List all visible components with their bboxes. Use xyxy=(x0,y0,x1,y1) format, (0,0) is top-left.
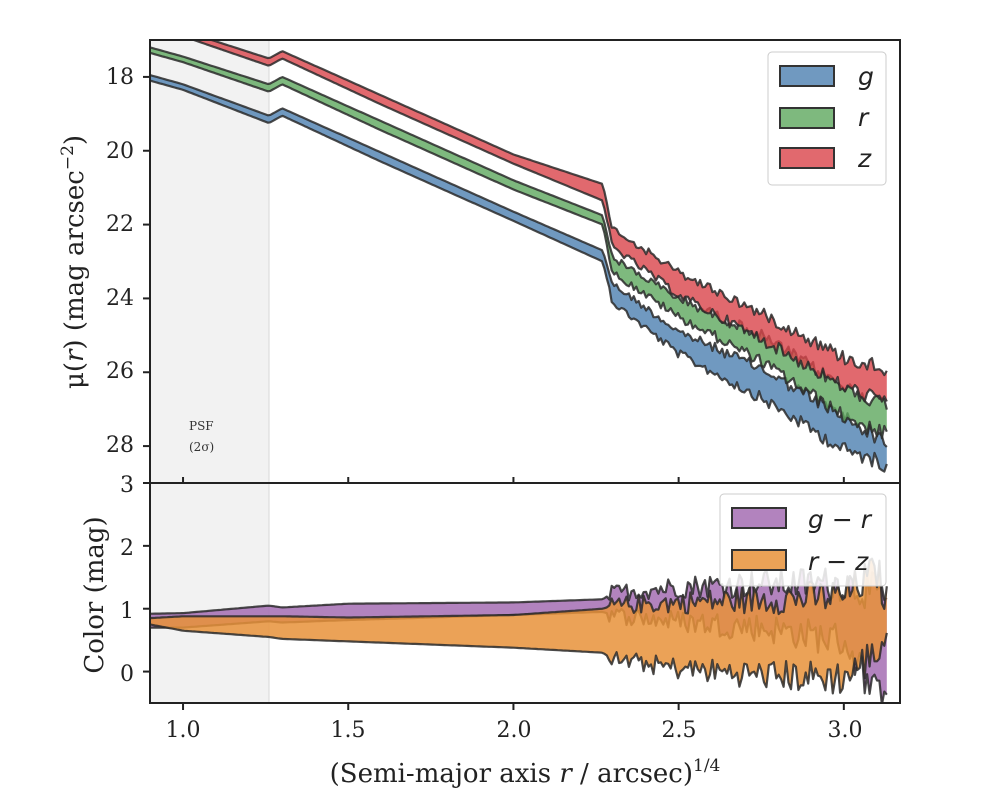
y-tick-label: 26 xyxy=(106,359,134,384)
legend-label-g: g xyxy=(858,62,874,91)
y-tick-label: 28 xyxy=(106,433,134,458)
band-fill-z xyxy=(193,40,887,402)
y-tick-label: 24 xyxy=(106,286,134,311)
psf-sigma-label: (2σ) xyxy=(189,440,214,454)
bottom-panel-frame xyxy=(149,482,901,704)
y-tick-label: 20 xyxy=(106,139,134,164)
sb-profile-bands xyxy=(150,40,888,473)
legend-label-r-z: r − z xyxy=(808,547,869,576)
band-edge-lower-rz xyxy=(150,623,888,695)
band-edge-lower-z xyxy=(190,40,888,403)
x-axis-title: (Semi-major axis r / arcsec)1/4 xyxy=(330,756,721,789)
legend-swatch-g-r xyxy=(731,507,787,529)
y-tick-label: 1 xyxy=(120,599,134,624)
legend-swatch-g xyxy=(779,65,835,87)
bottom-legend: g − r r − z xyxy=(719,493,887,587)
legend-swatch-r-z xyxy=(731,549,787,571)
legend-label-r: r xyxy=(858,103,870,132)
band-edge-upper-z xyxy=(208,40,888,377)
band-edge-upper-g xyxy=(150,74,888,448)
y-tick-label: 18 xyxy=(106,65,134,90)
band-fill-rz xyxy=(150,558,887,694)
legend-swatch-r xyxy=(779,107,835,129)
band-edge-lower-g xyxy=(150,79,888,473)
legend-label-z: z xyxy=(857,144,872,173)
x-tick-label: 2.0 xyxy=(497,718,532,743)
x-tick-labels: 1.0 1.5 2.0 2.5 3.0 xyxy=(166,718,863,743)
legend-swatch-z xyxy=(779,147,835,169)
x-tick-label: 1.0 xyxy=(166,718,201,743)
top-legend: g r z xyxy=(767,51,887,186)
bottom-y-axis-title: Color (mag) xyxy=(80,516,110,673)
y-tick-label: 0 xyxy=(120,662,134,687)
top-y-tick-labels: 18 20 22 24 26 28 xyxy=(106,65,134,458)
y-tick-label: 3 xyxy=(120,473,134,498)
x-tick-label: 2.5 xyxy=(662,718,697,743)
x-tick-label: 1.5 xyxy=(331,718,366,743)
band-edge-upper-rz xyxy=(150,557,888,620)
axis-ticks xyxy=(143,75,845,710)
psf-region-top xyxy=(150,40,269,483)
psf-region-bottom xyxy=(150,483,269,703)
band-edge-lower-r xyxy=(150,51,888,440)
psf-label: PSF xyxy=(189,419,214,433)
top-y-axis-title: μ(r) (mag arcsec−2) xyxy=(58,135,90,389)
x-tick-label: 3.0 xyxy=(828,718,863,743)
color-profile-bands xyxy=(150,557,888,703)
y-tick-label: 2 xyxy=(120,536,134,561)
bottom-y-tick-labels: 3 2 1 0 xyxy=(120,473,134,687)
legend-label-g-r: g − r xyxy=(808,505,873,534)
y-tick-label: 22 xyxy=(106,212,134,237)
